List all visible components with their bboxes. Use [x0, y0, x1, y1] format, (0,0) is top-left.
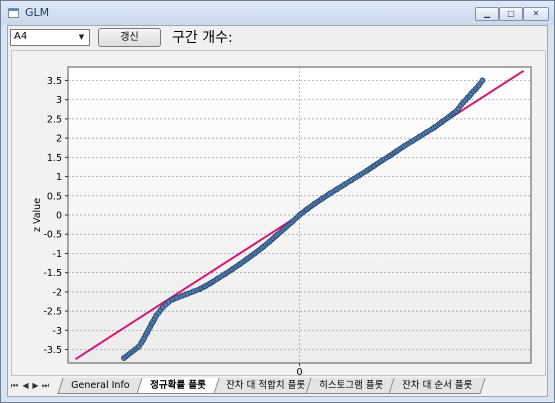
tab-residual-vs-order-plot[interactable]: 잔차 대 순서 플롯 — [388, 378, 486, 394]
tab-label: General Info — [71, 380, 130, 391]
chevron-down-icon[interactable]: ▼ — [78, 33, 85, 41]
data-point — [479, 77, 486, 84]
y-tick-label: -2 — [53, 287, 62, 298]
tab-general-info[interactable]: General Info — [57, 378, 144, 394]
refresh-button[interactable]: 갱신 — [98, 28, 161, 47]
x-tick-label: 0 — [296, 367, 302, 375]
close-button[interactable]: ✕ — [523, 7, 549, 21]
tab-label: 정규확률 플롯 — [150, 380, 206, 391]
tab-label: 히스토그램 플롯 — [319, 380, 384, 391]
variable-select-value: A4 — [14, 31, 28, 42]
tab-normal-probability-plot[interactable]: 정규확률 플롯 — [136, 378, 220, 394]
app-icon — [8, 8, 19, 18]
y-tick-label: 1 — [56, 172, 62, 183]
y-tick-label: 3 — [56, 95, 62, 106]
variable-select[interactable]: A4 ▼ — [10, 29, 90, 46]
y-axis-label: z Value — [32, 198, 43, 232]
close-icon: ✕ — [532, 9, 540, 18]
y-tick-label: 0.5 — [47, 191, 62, 202]
interval-count-label: 구간 개수: — [172, 30, 233, 46]
y-tick-label: 2 — [56, 134, 62, 145]
last-icon[interactable]: ⏭ — [41, 381, 50, 390]
tab-histogram-plot[interactable]: 히스토그램 플롯 — [305, 378, 397, 394]
maximize-icon: □ — [507, 9, 515, 18]
y-tick-label: -1 — [53, 249, 62, 260]
maximize-button[interactable]: □ — [499, 7, 523, 21]
main-panel: A4 ▼ 갱신 구간 개수: 3.5 3 2.5 2 1.5 1 0.5 0 -0.5 -1 -1.… — [7, 25, 548, 397]
y-tick-label: 3.5 — [47, 76, 62, 87]
y-tick-label: 2.5 — [47, 114, 62, 125]
y-tick-label: -2.5 — [43, 307, 62, 318]
y-tick-label: -3.5 — [43, 345, 62, 356]
first-icon[interactable]: ⏮ — [10, 381, 19, 390]
prev-icon[interactable]: ◀ — [22, 381, 29, 390]
tab-residual-vs-fit-plot[interactable]: 잔차 대 적합치 플롯 — [212, 378, 319, 394]
normal-probability-plot: 3.5 3 2.5 2 1.5 1 0.5 0 -0.5 -1 -1.5 -2 -2.5 -3 -3.5 0 z… — [11, 50, 546, 376]
y-tick-label: -1.5 — [43, 268, 62, 279]
window-title: GLM — [25, 6, 50, 19]
tab-label: 잔차 대 적합치 플롯 — [226, 380, 306, 391]
minimize-button[interactable]: ▁ — [475, 7, 499, 21]
chart-svg: 3.5 3 2.5 2 1.5 1 0.5 0 -0.5 -1 -1.5 -2 -2.5 -3 -3.5 0 z… — [32, 66, 532, 375]
y-tick-label: -0.5 — [43, 230, 62, 241]
minimize-icon: ▁ — [483, 9, 491, 18]
y-tick-label: 0 — [56, 211, 62, 222]
y-tick-label: 1.5 — [47, 153, 62, 164]
title-bar[interactable]: GLM ▁ □ ✕ — [1, 1, 554, 25]
y-tick-label: -3 — [53, 326, 62, 337]
sheet-tab-bar: ⏮ ◀ ▶ ⏭ General Info 정규확률 플롯 잔차 대 적합치 플롯… — [8, 378, 547, 396]
tab-label: 잔차 대 순서 플롯 — [402, 380, 473, 391]
next-icon[interactable]: ▶ — [32, 381, 39, 390]
